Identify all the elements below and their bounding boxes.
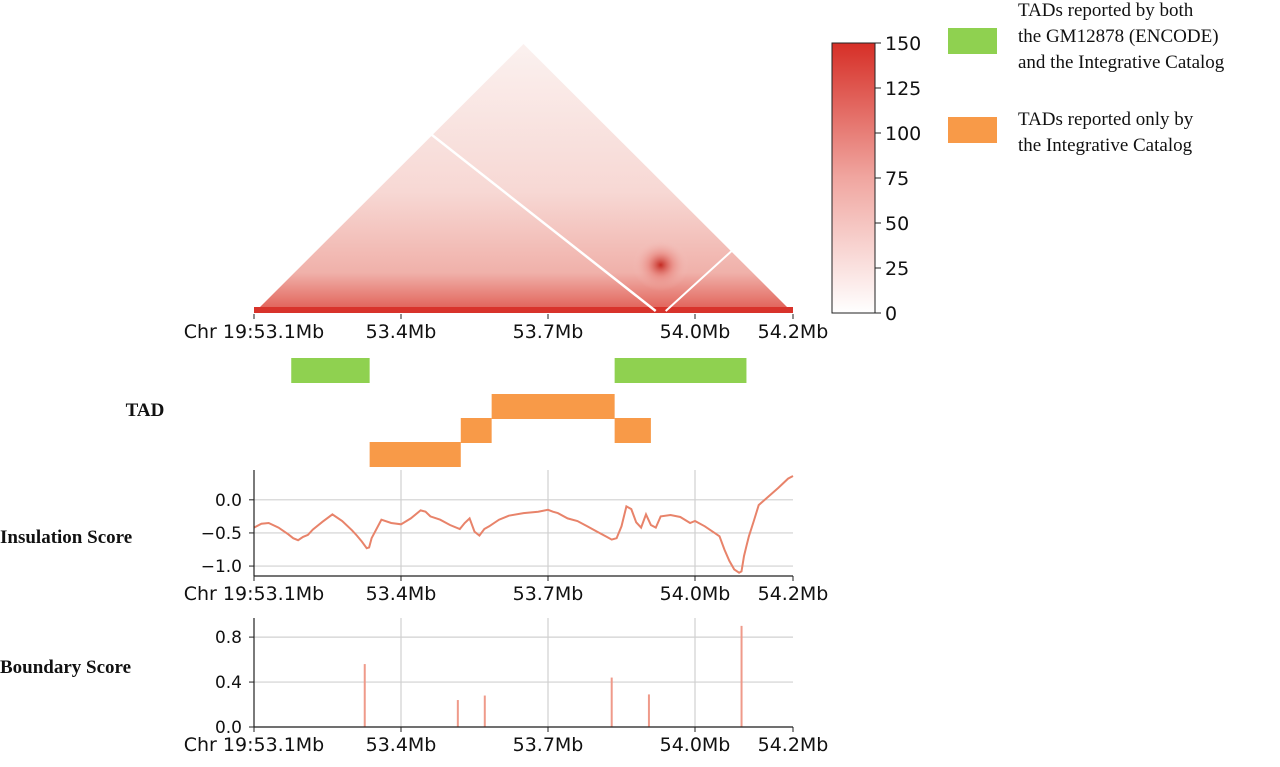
hic-contact-hotspot	[632, 239, 689, 291]
insulation-x-label: 53.4Mb	[366, 583, 437, 605]
legend-text: the GM12878 (ENCODE)	[1018, 26, 1219, 47]
heatmap-x-label: 54.0Mb	[660, 321, 731, 343]
insulation-x-label: Chr 19:53.1Mb	[184, 583, 325, 605]
colorbar-tick-label: 150	[885, 33, 921, 55]
hic-missing-data-line	[402, 111, 657, 312]
heatmap-x-label: 53.4Mb	[366, 321, 437, 343]
tad-segment	[369, 442, 461, 467]
hic-heatmap-panel: Chr 19:53.1Mb 53.4Mb 53.7Mb 54.0Mb 54.2Mb	[184, 44, 829, 343]
insulation-x-label: 54.0Mb	[660, 583, 731, 605]
insulation-score-ylabel: Insulation Score	[0, 527, 132, 548]
tad-track-label: TAD	[126, 400, 165, 421]
boundary-x-label: Chr 19:53.1Mb	[184, 734, 325, 756]
boundary-x-label: 53.7Mb	[513, 734, 584, 756]
insulation-y-tick-label: −0.5	[201, 524, 242, 544]
boundary-x-label: 54.0Mb	[660, 734, 731, 756]
legend-swatch	[948, 117, 997, 143]
colorbar: 0 25 50 75 100 125 150	[831, 33, 921, 325]
colorbar-tick-label: 100	[885, 123, 921, 145]
legend-text: and the Integrative Catalog	[1018, 52, 1225, 73]
insulation-y-tick-label: −1.0	[201, 557, 242, 577]
insulation-score-panel: Insulation Score 0.0 −0.5 −1.0 Chr 19:53.1M…	[0, 470, 828, 605]
hic-missing-data-line	[665, 242, 742, 312]
legend-text: TADs reported by both	[1018, 0, 1194, 21]
heatmap-x-label: Chr 19:53.1Mb	[184, 321, 325, 343]
insulation-score-line	[253, 475, 794, 574]
tad-segment	[614, 418, 651, 443]
tad-segment	[614, 358, 747, 383]
legend-text: TADs reported only by	[1018, 109, 1194, 130]
legend-text: the Integrative Catalog	[1018, 135, 1193, 156]
colorbar-tick-label: 25	[885, 258, 909, 280]
boundary-y-tick-label: 0.8	[215, 628, 242, 648]
colorbar-tick-label: 0	[885, 303, 897, 325]
hic-contact-triangle	[254, 44, 793, 313]
boundary-y-tick-label: 0.4	[215, 673, 242, 693]
colorbar-ticks: 0 25 50 75 100 125 150	[875, 33, 921, 325]
heatmap-x-label: 53.7Mb	[513, 321, 584, 343]
colorbar-tick-label: 50	[885, 213, 909, 235]
colorbar-tick-label: 75	[885, 168, 909, 190]
legend-swatch	[948, 28, 997, 54]
insulation-x-label: 53.7Mb	[513, 583, 584, 605]
hic-diagonal-band	[254, 307, 793, 313]
tad-segment	[291, 358, 370, 383]
tad-track: TAD	[126, 358, 747, 467]
insulation-x-label: 54.2Mb	[758, 583, 829, 605]
tad-segment	[491, 394, 615, 419]
boundary-x-label: 53.4Mb	[366, 734, 437, 756]
colorbar-gradient	[831, 42, 876, 314]
legend: TADs reported by both the GM12878 (ENCODE…	[948, 0, 1225, 156]
insulation-y-tick-label: 0.0	[215, 491, 242, 511]
boundary-score-ylabel: Boundary Score	[0, 657, 131, 678]
heatmap-x-label: 54.2Mb	[758, 321, 829, 343]
boundary-y-tick-label: 0.0	[215, 718, 242, 738]
tad-segment	[460, 418, 492, 443]
boundary-x-label: 54.2Mb	[758, 734, 829, 756]
colorbar-tick-label: 125	[885, 78, 921, 100]
heatmap-x-axis: Chr 19:53.1Mb 53.4Mb 53.7Mb 54.0Mb 54.2Mb	[184, 314, 829, 343]
